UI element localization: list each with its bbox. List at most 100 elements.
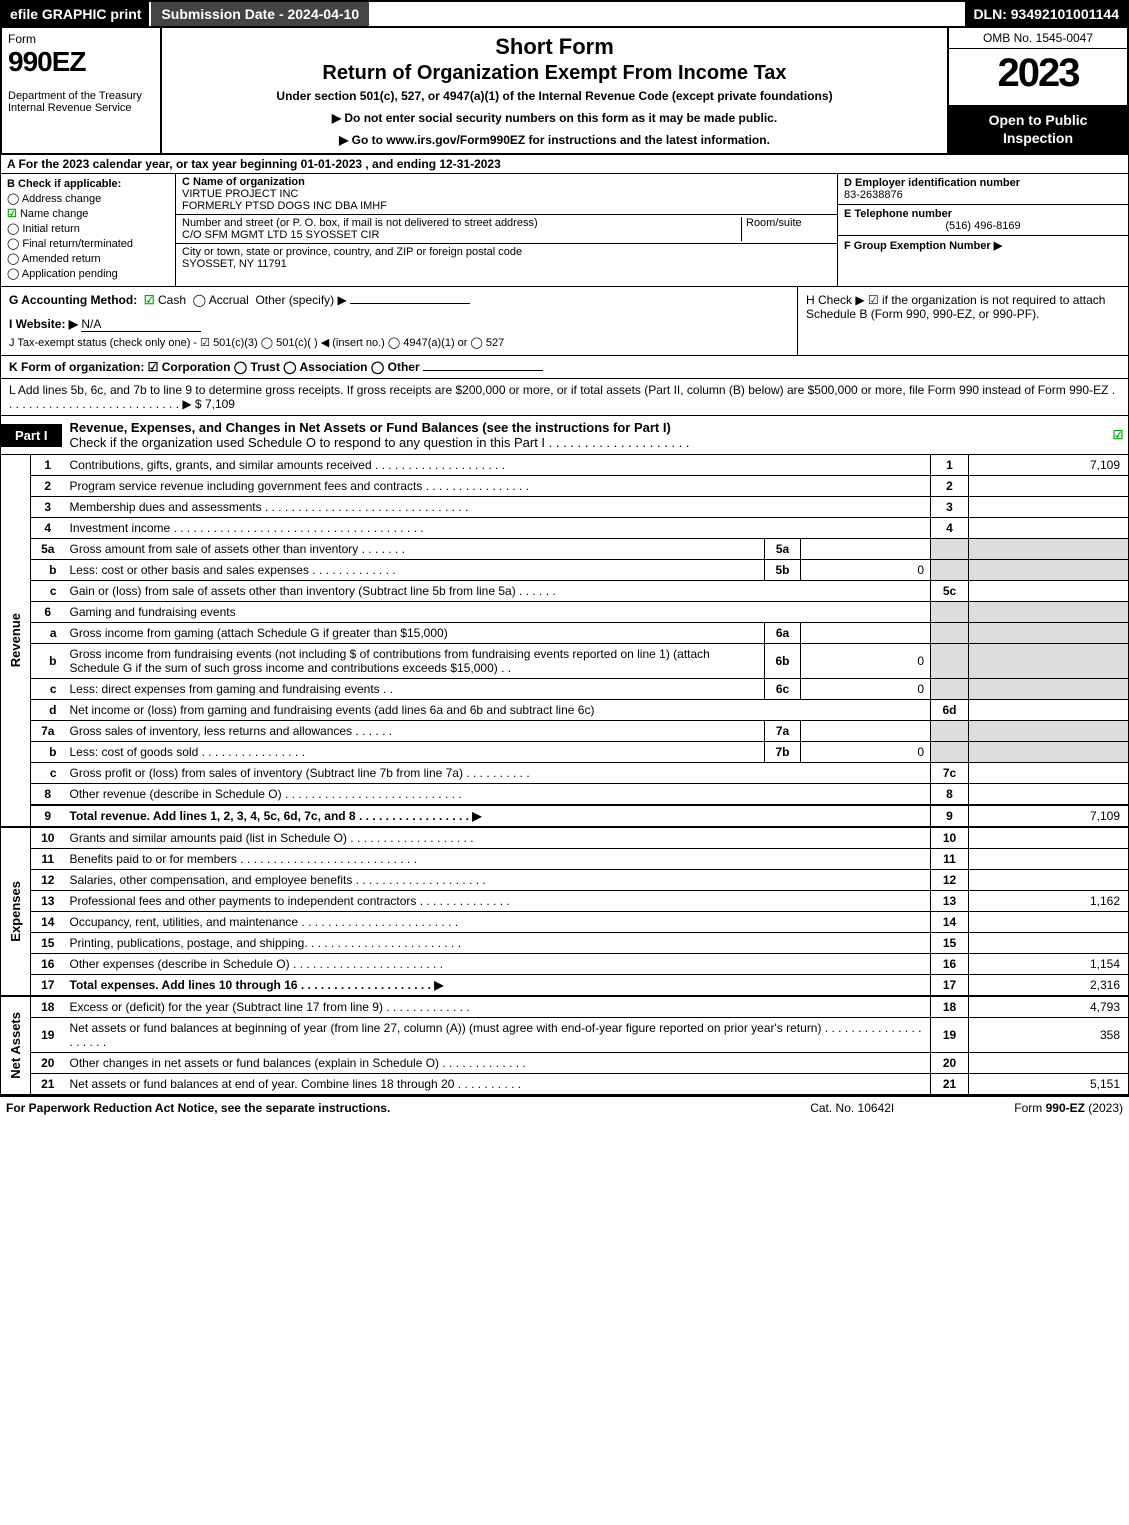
ln-14-amt xyxy=(969,912,1129,933)
ln-5c-box: 5c xyxy=(931,581,969,602)
line-19: 19 Net assets or fund balances at beginn… xyxy=(1,1018,1129,1053)
line-5c: c Gain or (loss) from sale of assets oth… xyxy=(1,581,1129,602)
ln-20-desc: Other changes in net assets or fund bala… xyxy=(65,1053,931,1074)
line-13: 13 Professional fees and other payments … xyxy=(1,891,1129,912)
ln-9-desc-text: Total revenue. Add lines 1, 2, 3, 4, 5c,… xyxy=(70,809,482,823)
k-other-input[interactable] xyxy=(423,370,543,371)
check-final-return-label: Final return/terminated xyxy=(22,238,133,250)
ln-11-amt xyxy=(969,849,1129,870)
ln-6b-amt xyxy=(969,644,1129,679)
check-name-change[interactable]: ☑ Name change xyxy=(7,207,169,220)
side-expenses-label: Expenses xyxy=(6,881,25,942)
ln-7c-amt xyxy=(969,763,1129,784)
side-revenue: Revenue xyxy=(1,455,31,827)
ln-7b-num: b xyxy=(31,742,65,763)
ln-3-box: 3 xyxy=(931,497,969,518)
ln-16-num: 16 xyxy=(31,954,65,975)
g-label: G Accounting Method: xyxy=(9,293,137,307)
ln-10-desc: Grants and similar amounts paid (list in… xyxy=(65,827,931,849)
ln-5b-inval: 0 xyxy=(801,560,931,581)
line-16: 16 Other expenses (describe in Schedule … xyxy=(1,954,1129,975)
ln-2-amt xyxy=(969,476,1129,497)
ln-1-box: 1 xyxy=(931,455,969,476)
website-value[interactable]: N/A xyxy=(81,317,201,332)
footer-right: Form 990-EZ (2023) xyxy=(1014,1101,1123,1115)
ln-16-desc: Other expenses (describe in Schedule O) … xyxy=(65,954,931,975)
ln-5a-num: 5a xyxy=(31,539,65,560)
i-label: I Website: ▶ xyxy=(9,317,78,331)
header-center: Short Form Return of Organization Exempt… xyxy=(162,28,947,153)
line-a-text: A For the 2023 calendar year, or tax yea… xyxy=(7,157,501,171)
line-5a: 5a Gross amount from sale of assets othe… xyxy=(1,539,1129,560)
ln-20-num: 20 xyxy=(31,1053,65,1074)
k-text: K Form of organization: ☑ Corporation ◯ … xyxy=(9,360,420,374)
ln-11-box: 11 xyxy=(931,849,969,870)
ln-12-num: 12 xyxy=(31,870,65,891)
ln-4-amt xyxy=(969,518,1129,539)
check-initial-return[interactable]: ◯ Initial return xyxy=(7,222,169,235)
website-note[interactable]: ▶ Go to www.irs.gov/Form990EZ for instru… xyxy=(172,133,937,147)
line-14: 14 Occupancy, rent, utilities, and maint… xyxy=(1,912,1129,933)
ln-9-num: 9 xyxy=(31,805,65,827)
side-revenue-label: Revenue xyxy=(6,613,25,667)
ln-14-box: 14 xyxy=(931,912,969,933)
ln-7b-desc: Less: cost of goods sold . . . . . . . .… xyxy=(65,742,765,763)
part1-check[interactable]: ☑ xyxy=(1108,428,1128,442)
ln-5b-amt xyxy=(969,560,1129,581)
city-value: SYOSSET, NY 11791 xyxy=(182,258,287,270)
form-number: 990EZ xyxy=(8,46,154,78)
line-7b: b Less: cost of goods sold . . . . . . .… xyxy=(1,742,1129,763)
ln-6c-amt xyxy=(969,679,1129,700)
check-pending[interactable]: ◯ Application pending xyxy=(7,267,169,280)
ln-5c-num: c xyxy=(31,581,65,602)
address-value: C/O SFM MGMT LTD 15 SYOSSET CIR xyxy=(182,229,379,241)
ln-21-box: 21 xyxy=(931,1074,969,1095)
ln-2-desc: Program service revenue including govern… xyxy=(65,476,931,497)
section-h: H Check ▶ ☑ if the organization is not r… xyxy=(798,287,1128,355)
ln-17-desc-text: Total expenses. Add lines 10 through 16 … xyxy=(70,978,444,992)
top-bar: efile GRAPHIC print Submission Date - 20… xyxy=(0,0,1129,28)
section-l: L Add lines 5b, 6c, and 7b to line 9 to … xyxy=(0,379,1129,415)
ln-6b-num: b xyxy=(31,644,65,679)
ln-6c-desc: Less: direct expenses from gaming and fu… xyxy=(65,679,765,700)
side-expenses: Expenses xyxy=(1,827,31,996)
ln-21-num: 21 xyxy=(31,1074,65,1095)
ln-8-box: 8 xyxy=(931,784,969,806)
g-cash[interactable]: Cash xyxy=(158,293,186,307)
ln-6a-inln: 6a xyxy=(765,623,801,644)
ln-6b-inln: 6b xyxy=(765,644,801,679)
ln-17-box: 17 xyxy=(931,975,969,997)
gh-row: G Accounting Method: ☑ Cash ◯ Accrual Ot… xyxy=(0,286,1129,356)
ln-7b-inval: 0 xyxy=(801,742,931,763)
check-amended[interactable]: ◯ Amended return xyxy=(7,252,169,265)
check-address-change[interactable]: ◯ Address change xyxy=(7,192,169,205)
section-k: K Form of organization: ☑ Corporation ◯ … xyxy=(0,356,1129,379)
efile-label[interactable]: efile GRAPHIC print xyxy=(2,2,149,26)
ln-9-box: 9 xyxy=(931,805,969,827)
room-label: Room/suite xyxy=(746,217,802,229)
topbar-spacer xyxy=(369,2,965,26)
check-address-change-label: Address change xyxy=(22,193,102,205)
check-final-return[interactable]: ◯ Final return/terminated xyxy=(7,237,169,250)
ln-3-amt xyxy=(969,497,1129,518)
g-other-input[interactable] xyxy=(350,303,470,304)
org-name-label: C Name of organization xyxy=(182,176,305,188)
ln-10-num: 10 xyxy=(31,827,65,849)
g-other[interactable]: Other (specify) ▶ xyxy=(255,293,346,307)
org-name-row: C Name of organization VIRTUE PROJECT IN… xyxy=(176,174,837,215)
ln-19-amt: 358 xyxy=(969,1018,1129,1053)
org-name-1: VIRTUE PROJECT INC xyxy=(182,188,298,200)
ln-5a-inln: 5a xyxy=(765,539,801,560)
ln-7c-box: 7c xyxy=(931,763,969,784)
ln-6c-inval: 0 xyxy=(801,679,931,700)
ln-16-box: 16 xyxy=(931,954,969,975)
line-6d: d Net income or (loss) from gaming and f… xyxy=(1,700,1129,721)
ln-13-box: 13 xyxy=(931,891,969,912)
check-pending-label: Application pending xyxy=(22,268,118,280)
group-exempt-row: F Group Exemption Number ▶ xyxy=(838,236,1128,286)
ln-7c-num: c xyxy=(31,763,65,784)
phone-label: E Telephone number xyxy=(844,208,952,220)
line-9: 9 Total revenue. Add lines 1, 2, 3, 4, 5… xyxy=(1,805,1129,827)
g-accrual[interactable]: Accrual xyxy=(209,293,249,307)
section-i: I Website: ▶ N/A xyxy=(9,317,789,332)
